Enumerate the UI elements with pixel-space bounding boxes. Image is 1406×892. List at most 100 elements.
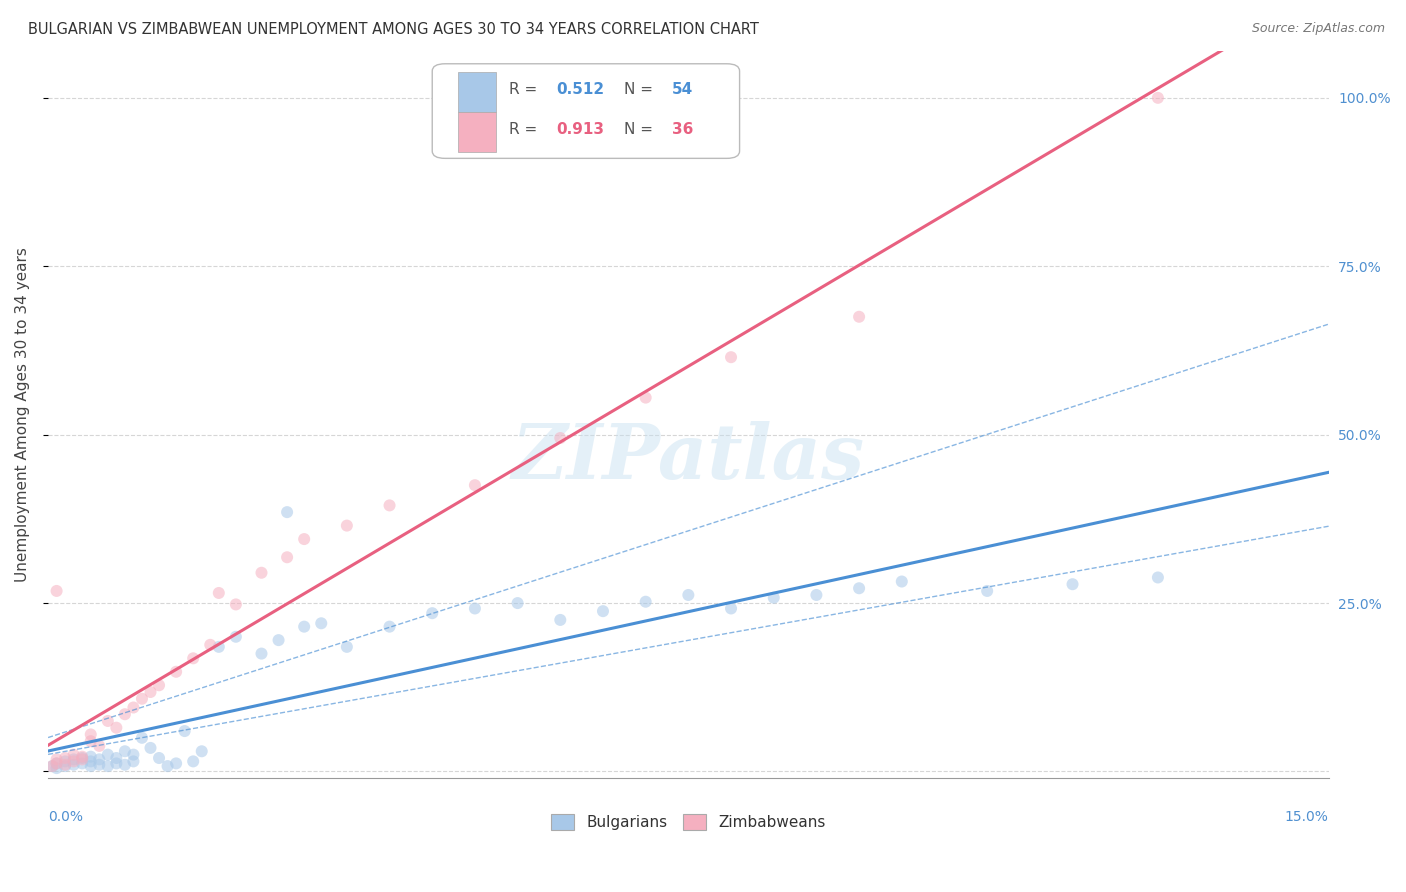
Point — [720, 601, 742, 615]
Point — [276, 550, 298, 565]
Point — [848, 310, 870, 324]
Text: N =: N = — [624, 82, 658, 97]
Point — [97, 747, 120, 762]
Point — [80, 755, 103, 769]
Point — [250, 566, 273, 580]
Point — [506, 596, 529, 610]
Text: ZIPatlas: ZIPatlas — [512, 421, 865, 495]
Point — [70, 749, 93, 764]
Point — [678, 588, 700, 602]
Point — [53, 759, 76, 773]
Point — [89, 757, 111, 772]
Text: 0.0%: 0.0% — [48, 810, 83, 824]
Text: 0.512: 0.512 — [557, 82, 605, 97]
Point — [45, 756, 67, 771]
Point — [62, 747, 84, 762]
Text: N =: N = — [624, 122, 658, 137]
Point — [41, 759, 63, 773]
Point — [1062, 577, 1084, 591]
Point — [292, 620, 315, 634]
Point — [309, 616, 332, 631]
Point — [165, 665, 187, 679]
Point — [550, 613, 572, 627]
Point — [139, 740, 162, 755]
Point — [70, 752, 93, 766]
Point — [420, 606, 443, 620]
Point — [634, 391, 657, 405]
Point — [97, 759, 120, 773]
Point — [762, 591, 785, 605]
Point — [122, 755, 145, 769]
Point — [292, 532, 315, 546]
Point — [105, 756, 128, 771]
Point — [378, 499, 401, 513]
Point — [70, 756, 93, 771]
Text: BULGARIAN VS ZIMBABWEAN UNEMPLOYMENT AMONG AGES 30 TO 34 YEARS CORRELATION CHART: BULGARIAN VS ZIMBABWEAN UNEMPLOYMENT AMO… — [28, 22, 759, 37]
Point — [250, 647, 273, 661]
Point — [464, 478, 486, 492]
Point — [89, 739, 111, 753]
Point — [122, 700, 145, 714]
Point — [80, 727, 103, 741]
Point — [225, 630, 247, 644]
FancyBboxPatch shape — [458, 71, 496, 112]
Point — [131, 691, 153, 706]
Point — [105, 751, 128, 765]
Point — [890, 574, 912, 589]
Text: Source: ZipAtlas.com: Source: ZipAtlas.com — [1251, 22, 1385, 36]
Point — [267, 633, 290, 648]
Point — [181, 755, 204, 769]
Point — [80, 749, 103, 764]
Point — [45, 756, 67, 771]
Legend: Bulgarians, Zimbabweans: Bulgarians, Zimbabweans — [546, 808, 831, 836]
FancyBboxPatch shape — [458, 112, 496, 152]
Point — [336, 518, 359, 533]
Point — [122, 747, 145, 762]
Point — [131, 731, 153, 745]
Point — [208, 640, 231, 654]
Text: 54: 54 — [672, 82, 693, 97]
Point — [105, 721, 128, 735]
Point — [200, 638, 222, 652]
Point — [53, 757, 76, 772]
Point — [276, 505, 298, 519]
Point — [225, 598, 247, 612]
Point — [165, 756, 187, 771]
Point — [550, 431, 572, 445]
Point — [806, 588, 828, 602]
Text: 36: 36 — [672, 122, 693, 137]
Y-axis label: Unemployment Among Ages 30 to 34 years: Unemployment Among Ages 30 to 34 years — [15, 247, 30, 582]
Point — [97, 714, 120, 728]
Point — [62, 752, 84, 766]
FancyBboxPatch shape — [432, 63, 740, 159]
Point — [336, 640, 359, 654]
Text: R =: R = — [509, 122, 543, 137]
Point — [976, 583, 998, 598]
Point — [70, 751, 93, 765]
Point — [89, 752, 111, 766]
Point — [114, 744, 136, 758]
Point — [1147, 91, 1170, 105]
Point — [148, 678, 170, 692]
Point — [45, 761, 67, 775]
Point — [139, 685, 162, 699]
Point — [53, 755, 76, 769]
Point — [156, 759, 179, 773]
Point — [45, 752, 67, 766]
Point — [80, 734, 103, 748]
Point — [378, 620, 401, 634]
Point — [464, 601, 486, 615]
Point — [181, 651, 204, 665]
Point — [41, 759, 63, 773]
Point — [592, 604, 614, 618]
Point — [62, 755, 84, 769]
Text: 15.0%: 15.0% — [1285, 810, 1329, 824]
Point — [1147, 570, 1170, 584]
Point — [53, 751, 76, 765]
Point — [80, 759, 103, 773]
Point — [208, 586, 231, 600]
Point — [62, 757, 84, 772]
Point — [634, 595, 657, 609]
Point — [848, 581, 870, 595]
Text: R =: R = — [509, 82, 543, 97]
